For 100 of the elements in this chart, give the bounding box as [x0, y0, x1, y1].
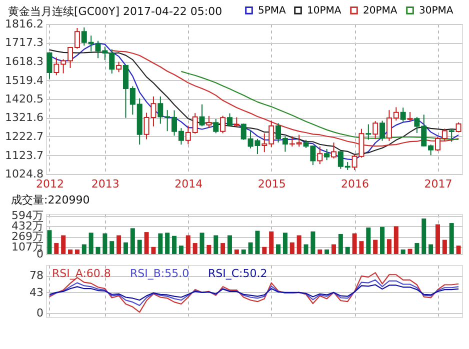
candlestick: [448, 128, 454, 142]
bar: [338, 234, 343, 254]
bar: [186, 235, 190, 254]
x-tick-label: 2014: [174, 178, 203, 190]
candlestick: [199, 104, 205, 127]
bar: [276, 244, 281, 254]
bar: [110, 241, 114, 254]
bar: [428, 244, 434, 254]
bar: [137, 240, 142, 254]
bar: [68, 249, 73, 254]
bar: [220, 243, 226, 254]
bar: [373, 240, 378, 254]
bar: [352, 233, 357, 254]
bar: [414, 243, 420, 254]
chart-title: 黄金当月连续[GC00Y] 2017-04-22 05:00: [8, 5, 222, 18]
bar: [96, 246, 100, 254]
bar: [282, 232, 288, 254]
bar: [241, 249, 246, 254]
x-tick-label: 2012: [36, 178, 64, 190]
candlestick: [317, 146, 323, 165]
y-tick-label: 1222.7: [5, 130, 44, 143]
x-tick-label: 2015: [258, 178, 286, 190]
candlestick: [407, 111, 413, 122]
candlestick: [456, 122, 462, 133]
bar: [61, 235, 66, 254]
candlestick: [380, 120, 386, 142]
y-tick-label: 1321.6: [5, 111, 44, 124]
y-tick-label: 432万: [12, 220, 44, 233]
bar: [331, 244, 336, 254]
bar: [88, 232, 94, 254]
bar: [82, 244, 86, 254]
bar: [74, 249, 80, 254]
bar: [130, 228, 135, 254]
bar: [255, 230, 260, 254]
bar: [248, 242, 253, 254]
bar: [310, 231, 316, 254]
bar: [47, 230, 52, 254]
bar: [366, 228, 371, 254]
bar: [449, 223, 454, 254]
bar: [456, 246, 461, 254]
candlestick: [206, 115, 212, 128]
bar: [359, 241, 364, 254]
bar: [262, 246, 267, 254]
bar: [54, 243, 59, 254]
bar: [192, 243, 198, 254]
y-tick-label: 1420.5: [5, 92, 44, 106]
bar: [318, 249, 322, 254]
candlestick: [372, 120, 378, 140]
bar: [172, 236, 177, 254]
bar: [324, 249, 330, 254]
bar: [290, 242, 294, 254]
series-label: RSI_B:55.0: [130, 267, 190, 280]
bar: [144, 232, 149, 254]
candlestick: [116, 61, 122, 73]
bar: [200, 232, 204, 254]
candlestick: [234, 116, 240, 128]
bar: [304, 244, 308, 254]
bar: [386, 239, 392, 254]
bar: [422, 218, 426, 254]
y-tick-label: 269万: [12, 230, 44, 244]
y-tick-label: 0: [36, 306, 44, 320]
bar: [227, 235, 232, 254]
legend-label: 20PMA: [363, 5, 398, 16]
legend-label: 10PMA: [307, 5, 342, 16]
bar: [102, 233, 108, 254]
candlestick: [330, 142, 336, 159]
y-tick-label: 1816.2: [5, 18, 44, 30]
bar: [380, 226, 385, 254]
bar: [165, 232, 170, 254]
line-series: [48, 279, 460, 306]
y-tick-label: 1519.4: [5, 74, 44, 87]
candlestick: [213, 118, 219, 134]
bar: [296, 235, 302, 254]
y-tick-label: 43: [30, 286, 44, 299]
x-tick-label: 2013: [91, 178, 120, 190]
bar: [234, 249, 239, 254]
series-label: RSI_A:60.8: [52, 267, 111, 280]
bar: [400, 249, 406, 254]
x-tick-label: 2017: [424, 178, 452, 190]
bar: [214, 235, 218, 254]
y-tick-label: 78: [30, 269, 44, 282]
bar: [442, 240, 447, 254]
y-tick-label: 1123.7: [5, 148, 44, 162]
x-tick-label: 2016: [341, 178, 370, 190]
legend-label: 5PMA: [258, 5, 286, 16]
y-tick-label: 1717.3: [5, 36, 44, 50]
bar: [206, 244, 212, 254]
series-label: RSI_C:50.2: [208, 267, 268, 280]
bar: [116, 235, 122, 254]
y-tick-label: 1024.8: [5, 168, 44, 180]
bar: [158, 233, 163, 254]
legend-label: 30PMA: [419, 5, 454, 16]
line-series: [48, 284, 460, 301]
bar: [345, 246, 350, 254]
bar: [408, 248, 412, 254]
candlestick: [324, 148, 330, 161]
y-tick-label: 594万: [12, 209, 44, 222]
y-tick-label: 1618.3: [5, 55, 44, 68]
bar: [435, 224, 440, 254]
candlestick: [400, 107, 406, 122]
